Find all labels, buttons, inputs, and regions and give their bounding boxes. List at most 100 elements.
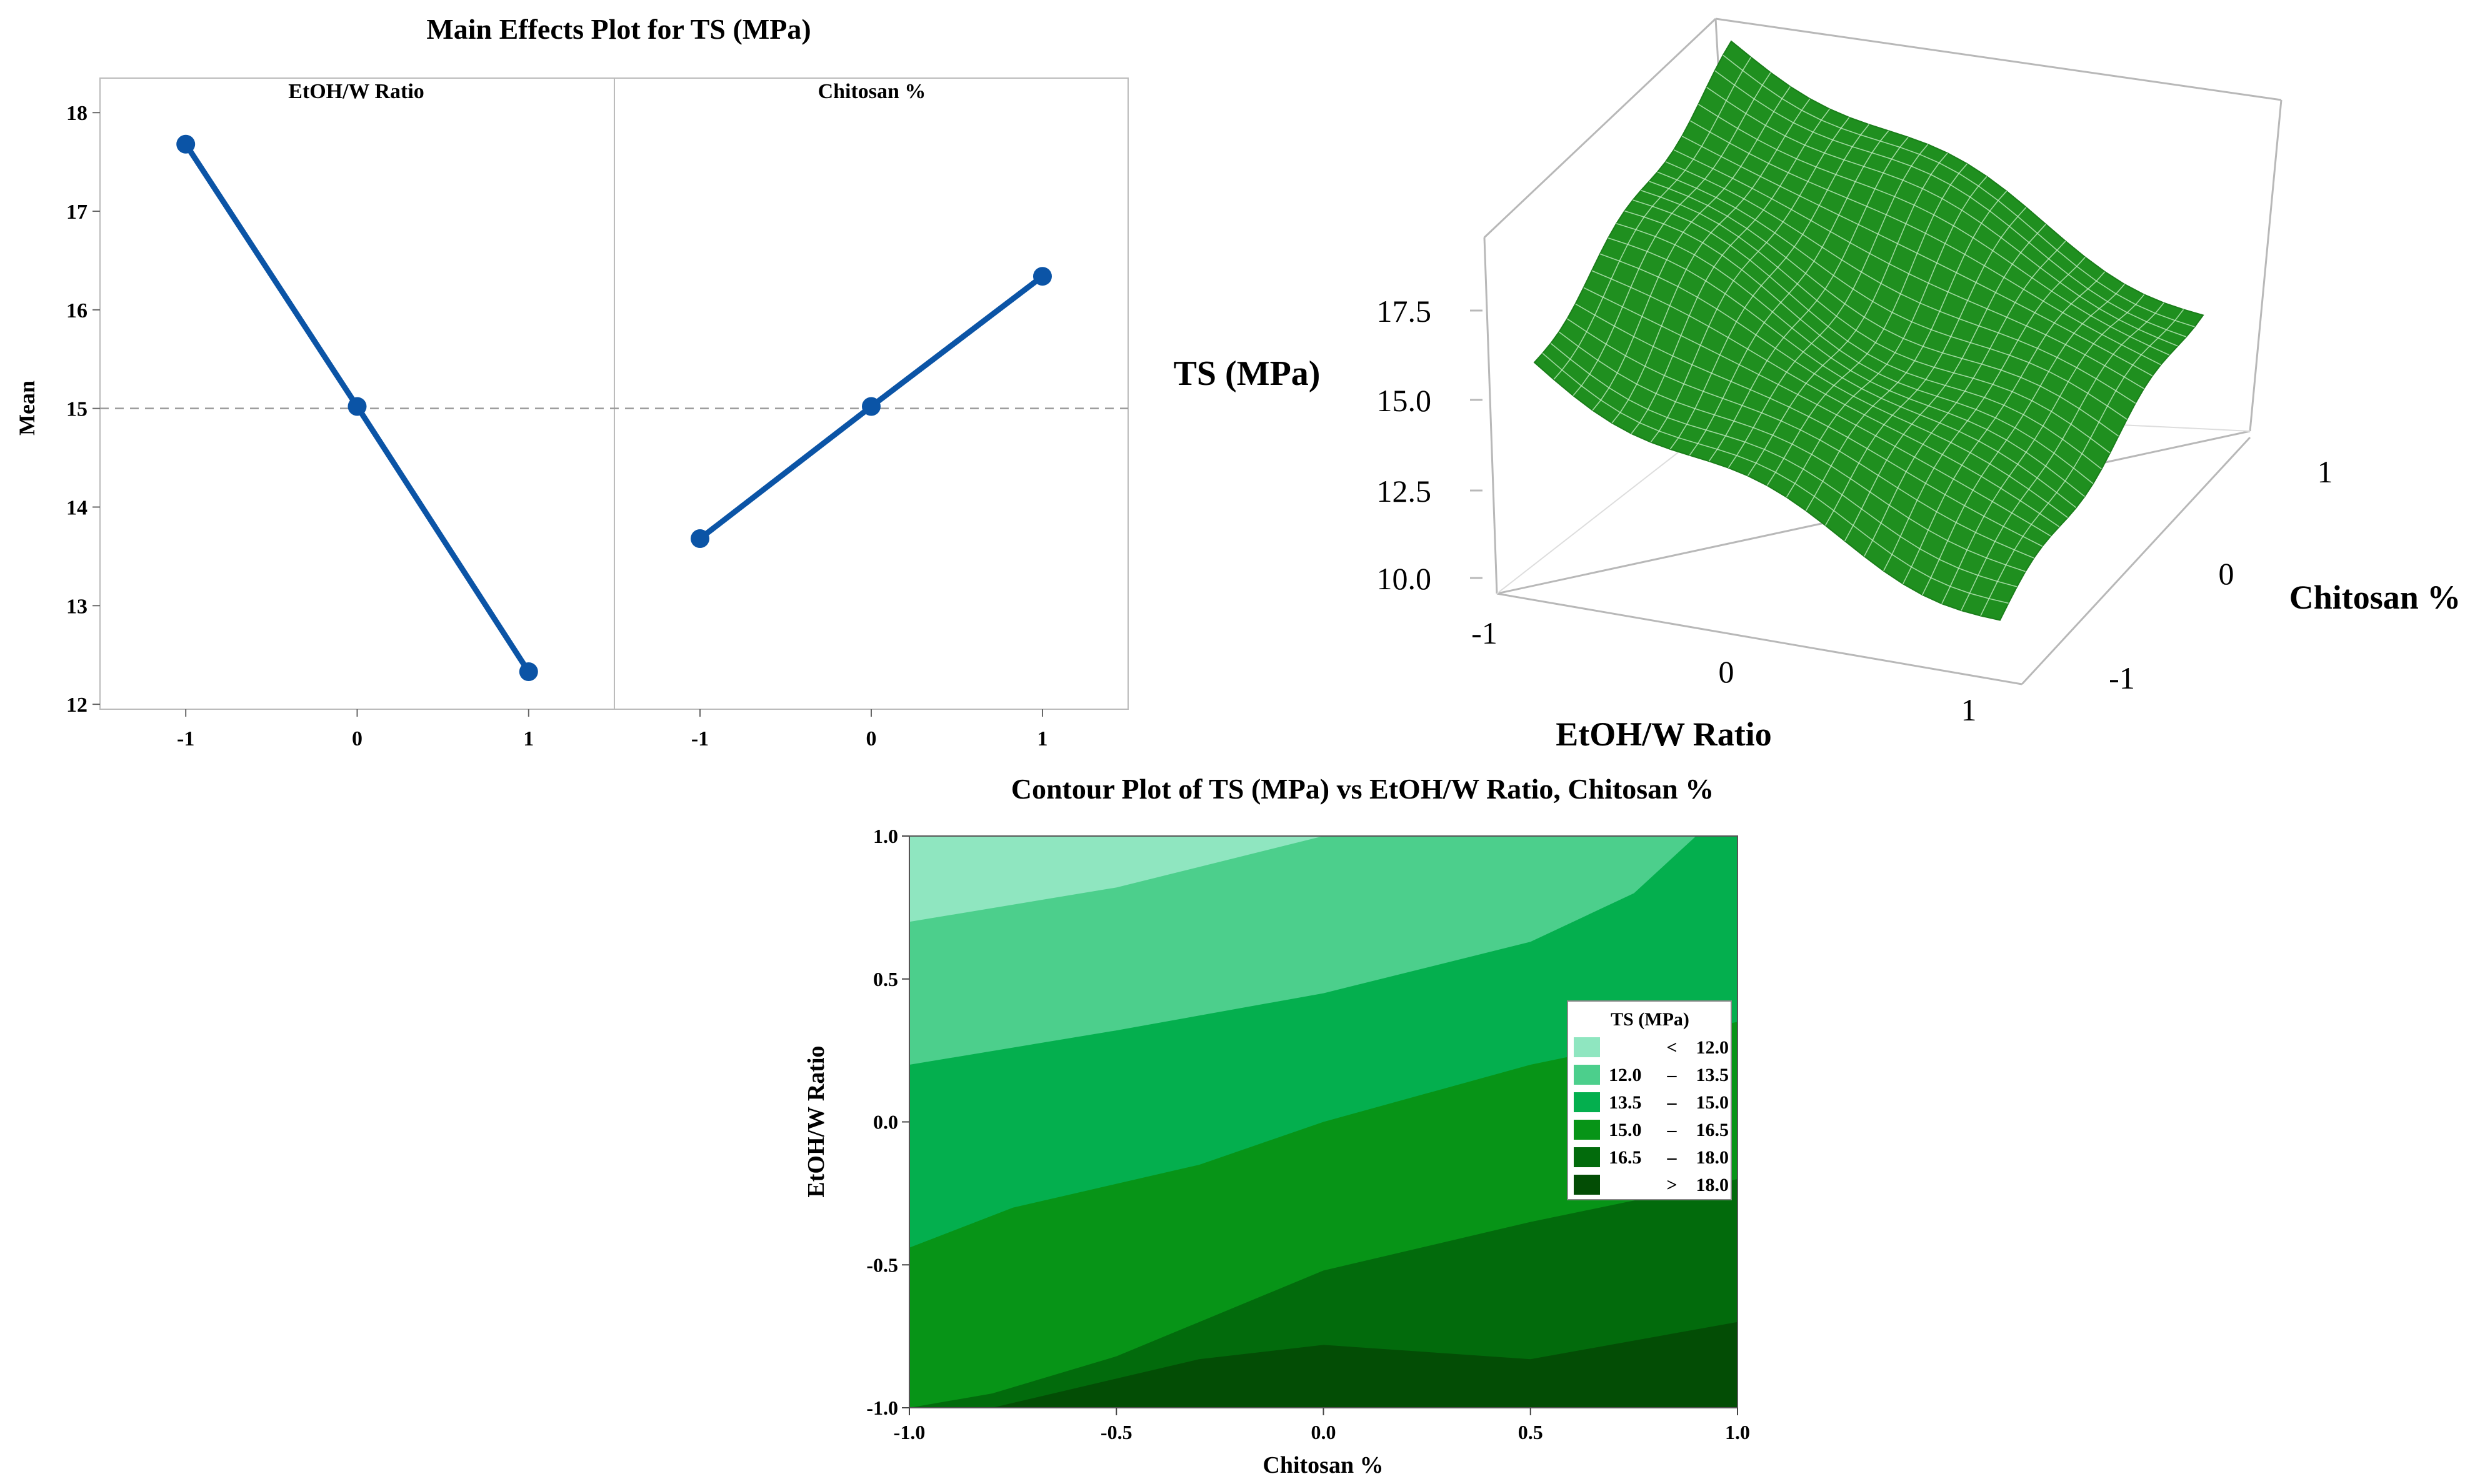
- surface-mesh: [1533, 40, 2204, 621]
- x-tick-label: 1: [1037, 727, 1048, 750]
- y-tick-label: 1.0: [873, 825, 898, 847]
- x-tick-label: 0.5: [1518, 1421, 1543, 1443]
- legend-hi: 16.5: [1696, 1120, 1729, 1140]
- x-tick-label: 1: [1961, 692, 1977, 727]
- mesh-line: [1980, 309, 2184, 616]
- legend-dash: –: [1667, 1147, 1678, 1168]
- contour-ylabel: EtOH/W Ratio: [803, 1045, 829, 1197]
- box-edge: [1496, 592, 2022, 685]
- y-tick-label: 0: [2219, 556, 2234, 591]
- series-point: [691, 529, 710, 548]
- series-point: [176, 134, 196, 154]
- y-tick-label: -0.5: [866, 1253, 898, 1276]
- z-tick-label: 17.5: [1377, 294, 1432, 329]
- legend-hi: 12.0: [1696, 1037, 1729, 1058]
- z-tick-label: 15.0: [1377, 383, 1432, 418]
- main-effects-x-ticks: -1 0 1 -1 0 1: [177, 709, 1048, 750]
- legend-op: <: [1666, 1037, 1677, 1058]
- legend-swatch: [1574, 1092, 1600, 1112]
- legend-dash: –: [1667, 1120, 1678, 1140]
- surface-zlabel: TS (MPa): [1174, 354, 1321, 393]
- legend-swatch: [1574, 1147, 1600, 1167]
- contour-legend: TS (MPa) <12.012.0–13.513.5–15.015.0–16.…: [1567, 1000, 1732, 1200]
- x-tick-label: 1.0: [1725, 1421, 1750, 1443]
- x-tick-label: 0: [1719, 654, 1734, 689]
- contour-y-ticks: -1.0 -0.5 0.0 0.5 1.0: [866, 825, 909, 1419]
- x-tick-label: -1.0: [894, 1421, 926, 1443]
- contour-region: [909, 836, 1696, 1065]
- legend-lo: 16.5: [1609, 1147, 1642, 1168]
- main-effects-y-ticks: 12 13 14 15 16 17 18: [66, 102, 100, 717]
- y-tick-label: 0.5: [873, 968, 898, 990]
- mesh-line: [1941, 294, 2145, 604]
- legend-dash: –: [1667, 1065, 1678, 1085]
- contour-regions: [909, 836, 1738, 1408]
- legend-op: >: [1666, 1175, 1677, 1195]
- contour-x-ticks: -1.0 -0.5 0.0 0.5 1.0: [894, 1408, 1750, 1443]
- mesh-line: [1706, 87, 2178, 347]
- panel-label-chitosan: Chitosan %: [818, 80, 926, 103]
- x-tick-label: -1: [177, 727, 194, 750]
- box-edge: [2249, 99, 2282, 432]
- legend-lo: 12.0: [1609, 1065, 1642, 1085]
- surface-x-ticks: -1 0 1: [1471, 615, 1976, 727]
- series-point: [519, 662, 538, 682]
- x-tick-label: 0: [866, 727, 877, 750]
- y-tick-label: 12: [66, 694, 88, 717]
- y-tick-label: 13: [66, 595, 88, 618]
- series-point: [862, 397, 881, 416]
- contour-title: Contour Plot of TS (MPa) vs EtOH/W Ratio…: [1011, 773, 1714, 805]
- x-tick-label: -1: [691, 727, 709, 750]
- y-tick-label: 15: [66, 398, 88, 421]
- mesh-line: [1714, 70, 2187, 337]
- y-tick-label: 18: [66, 102, 88, 125]
- surface-y-ticks: -1 0 1: [2109, 454, 2332, 695]
- x-tick-label: -1: [1471, 615, 1498, 650]
- box-edge: [1483, 17, 1717, 239]
- legend-items: <12.012.0–13.513.5–15.015.0–16.516.5–18.…: [1574, 1037, 1729, 1195]
- y-tick-label: 1: [2318, 454, 2333, 489]
- legend-hi: 13.5: [1696, 1065, 1729, 1085]
- legend-swatch: [1574, 1175, 1600, 1195]
- surface-z-ticks: 17.5 15.0 12.5 10.0: [1377, 294, 1482, 596]
- legend-swatch: [1574, 1065, 1600, 1085]
- x-tick-label: 0.0: [1311, 1421, 1336, 1443]
- surface-ylabel: Chitosan %: [2289, 579, 2461, 616]
- y-tick-label: -1.0: [866, 1397, 898, 1419]
- mesh-line: [1961, 302, 2164, 611]
- box-edge: [1483, 237, 1498, 594]
- y-tick-label: 16: [66, 299, 88, 322]
- legend-hi: 18.0: [1696, 1147, 1729, 1168]
- z-tick-label: 12.5: [1377, 474, 1432, 509]
- legend-lo: 15.0: [1609, 1120, 1642, 1140]
- main-effects-frame: [99, 77, 1129, 710]
- x-tick-label: -0.5: [1101, 1421, 1132, 1443]
- x-tick-label: 1: [523, 727, 534, 750]
- main-effects-title: Main Effects Plot for TS (MPa): [426, 13, 811, 45]
- legend-swatch: [1574, 1120, 1600, 1140]
- panel-label-etoh: EtOH/W Ratio: [288, 80, 424, 103]
- main-effects-plot: Main Effects Plot for TS (MPa) EtOH/W Ra…: [14, 13, 1129, 750]
- main-effects-series: [176, 134, 1052, 682]
- mesh-line: [1698, 104, 2170, 356]
- legend-dash: –: [1667, 1092, 1678, 1113]
- series-point: [1032, 267, 1052, 286]
- y-tick-label: 0.0: [873, 1111, 898, 1133]
- legend-lo: 13.5: [1609, 1092, 1642, 1113]
- series-point: [348, 397, 367, 416]
- y-tick-label: 14: [66, 496, 88, 519]
- surface-xlabel: EtOH/W Ratio: [1556, 715, 1772, 753]
- contour-xlabel: Chitosan %: [1262, 1452, 1383, 1478]
- main-effects-ylabel: Mean: [14, 381, 39, 436]
- box-edge: [1715, 17, 2282, 101]
- legend-title: TS (MPa): [1611, 1009, 1689, 1030]
- legend-hi: 15.0: [1696, 1092, 1729, 1113]
- surface-fill: [1533, 40, 2204, 621]
- y-tick-label: -1: [2109, 660, 2135, 695]
- y-tick-label: 17: [66, 201, 88, 224]
- mesh-line: [1722, 54, 2195, 327]
- z-tick-label: 10.0: [1377, 561, 1432, 596]
- surface-plot: TS (MPa) EtOH/W Ratio Chitosan % 17.5 15.…: [1174, 17, 2461, 753]
- contour-region: [909, 836, 1324, 922]
